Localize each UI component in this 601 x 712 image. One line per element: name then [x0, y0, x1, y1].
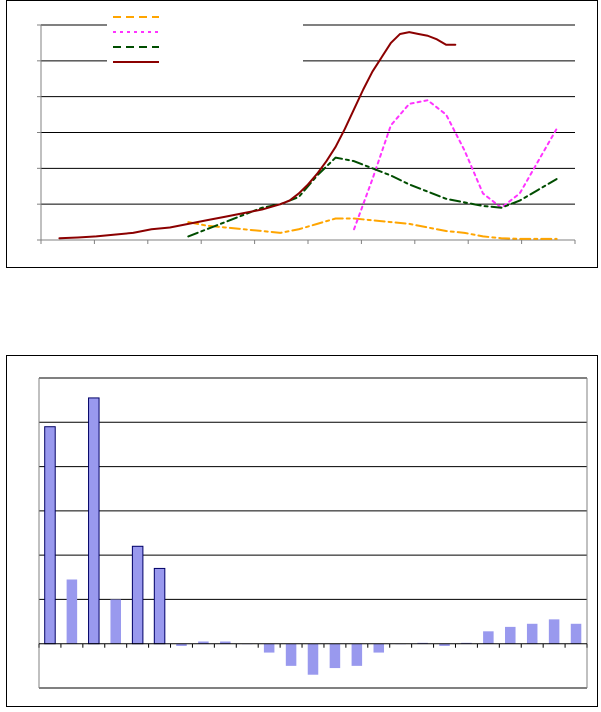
bar: [198, 641, 209, 644]
bar: [263, 643, 275, 653]
bar: [483, 631, 494, 644]
bar: [570, 623, 582, 644]
series-line-4: [58, 31, 457, 240]
bar: [131, 545, 144, 645]
bar: [176, 643, 187, 646]
series-line-3: [187, 156, 558, 238]
bar: [526, 623, 538, 644]
bar: [285, 643, 297, 666]
bar: [307, 643, 319, 675]
bar: [220, 641, 231, 644]
line-chart-panel: [6, 0, 598, 268]
bar-chart-panel: [6, 355, 598, 707]
series-line-2: [353, 99, 558, 231]
bar: [153, 567, 166, 645]
bar: [88, 397, 100, 645]
bar: [548, 619, 560, 644]
bar: [351, 643, 363, 666]
legend-box: [107, 7, 303, 63]
bar: [439, 643, 450, 646]
bar-chart-svg: [38, 377, 588, 689]
bar: [110, 599, 121, 644]
bar: [66, 579, 78, 644]
bar: [373, 643, 385, 653]
series-line-1: [187, 217, 558, 240]
bar: [44, 426, 56, 645]
bar: [329, 643, 341, 669]
line-chart-svg: [37, 7, 576, 244]
bar: [505, 626, 516, 644]
